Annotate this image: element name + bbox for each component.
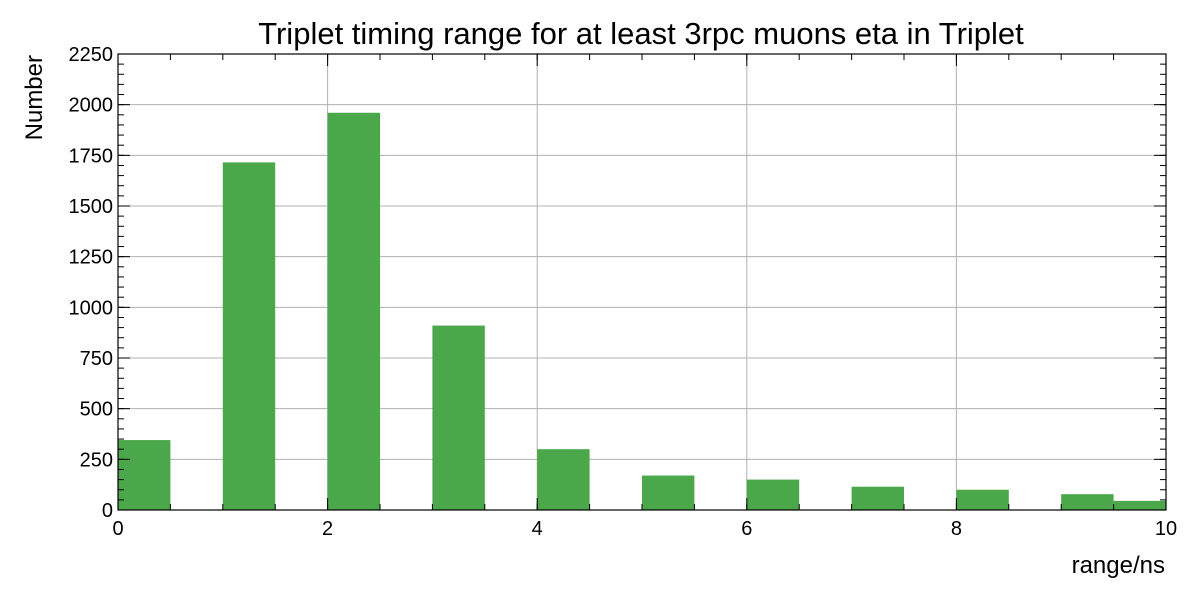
histogram-bar bbox=[642, 475, 695, 510]
y-tick-label: 750 bbox=[80, 348, 113, 370]
y-tick-label: 500 bbox=[80, 399, 113, 421]
labels-layer: 0 2 4 6 8 10 0 250 500 750 1000 1250 1500 1750 2000 225… bbox=[69, 44, 1178, 540]
histogram-bar bbox=[956, 489, 1009, 510]
bars-layer bbox=[118, 112, 1166, 511]
histogram-bar bbox=[851, 486, 904, 510]
x-tick-label: 6 bbox=[741, 518, 752, 540]
x-tick-label: 4 bbox=[532, 518, 543, 540]
y-tick-label: 0 bbox=[102, 500, 113, 522]
y-axis-label: Number bbox=[21, 55, 48, 140]
histogram-bar bbox=[1061, 494, 1114, 510]
histogram-bar bbox=[222, 162, 276, 510]
y-tick-label: 1250 bbox=[69, 247, 114, 269]
histogram-bar bbox=[327, 112, 380, 511]
histogram-bar bbox=[537, 449, 590, 510]
histogram-bar bbox=[118, 440, 171, 510]
y-tick-label: 1750 bbox=[69, 145, 114, 167]
x-axis-label: range/ns bbox=[1072, 552, 1165, 579]
ticks-layer bbox=[117, 53, 1167, 511]
y-tick-label: 2000 bbox=[69, 95, 114, 117]
y-tick-label: 1000 bbox=[69, 297, 114, 319]
plot-frame bbox=[117, 53, 1167, 511]
x-tick-label: 10 bbox=[1155, 518, 1177, 540]
histogram-bar bbox=[1113, 500, 1166, 510]
y-tick-label: 1500 bbox=[69, 196, 114, 218]
x-tick-label: 2 bbox=[322, 518, 333, 540]
x-tick-label: 0 bbox=[112, 518, 123, 540]
chart-title: Triplet timing range for at least 3rpc m… bbox=[258, 16, 1024, 51]
y-tick-label: 2250 bbox=[69, 44, 114, 66]
x-tick-label: 8 bbox=[951, 518, 962, 540]
y-tick-label: 250 bbox=[80, 449, 113, 471]
histogram-bar bbox=[432, 325, 485, 510]
histogram-bar bbox=[746, 479, 800, 510]
